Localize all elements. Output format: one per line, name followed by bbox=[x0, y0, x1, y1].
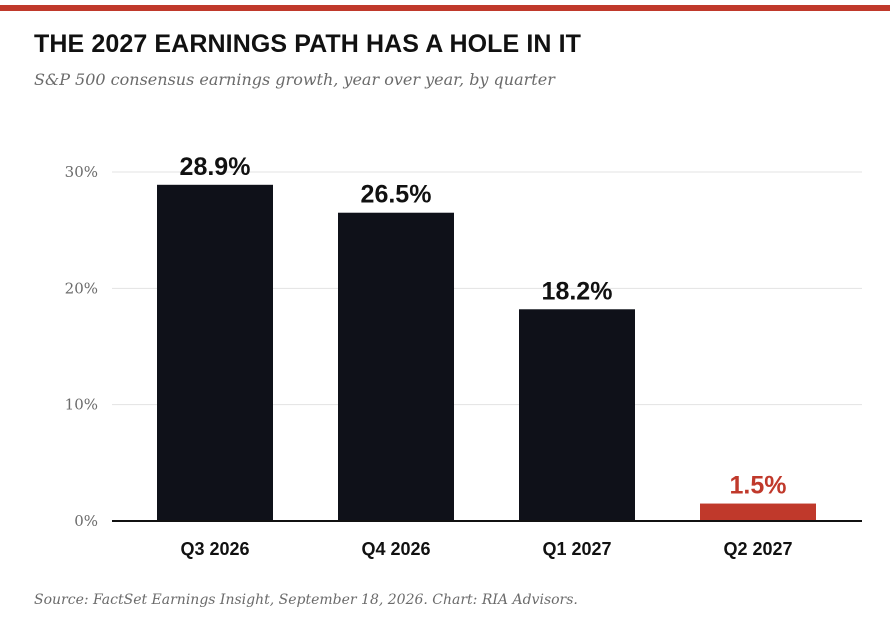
bar-q3-2026 bbox=[157, 184, 273, 521]
y-tick-label: 0% bbox=[74, 512, 98, 530]
bar-q2-2027 bbox=[700, 503, 816, 521]
source-note: Source: FactSet Earnings Insight, Septem… bbox=[34, 592, 578, 608]
y-tick-label: 10% bbox=[65, 396, 98, 414]
chart-title: THE 2027 EARNINGS PATH HAS A HOLE IN IT bbox=[34, 30, 582, 58]
data-label: 18.2% bbox=[542, 277, 613, 305]
chart-subtitle: S&P 500 consensus earnings growth, year … bbox=[34, 70, 555, 89]
data-label: 1.5% bbox=[730, 472, 787, 500]
bar-q1-2027 bbox=[519, 309, 635, 521]
x-tick-label: Q1 2027 bbox=[542, 539, 611, 559]
y-axis-ticks: 0% 10% 20% 30% bbox=[65, 163, 98, 530]
x-axis-labels: Q3 2026 Q4 2026 Q1 2027 Q2 2027 bbox=[180, 539, 792, 559]
data-label: 26.5% bbox=[361, 181, 432, 209]
data-labels: 28.9% 26.5% 18.2% 1.5% bbox=[180, 153, 787, 500]
top-accent-rule bbox=[0, 5, 890, 11]
x-tick-label: Q2 2027 bbox=[723, 539, 792, 559]
bars bbox=[157, 184, 816, 521]
bar-q4-2026 bbox=[338, 212, 454, 521]
x-tick-label: Q4 2026 bbox=[361, 539, 430, 559]
x-tick-label: Q3 2026 bbox=[180, 539, 249, 559]
y-tick-label: 30% bbox=[65, 163, 98, 181]
data-label: 28.9% bbox=[180, 153, 251, 181]
y-tick-label: 20% bbox=[65, 279, 98, 297]
